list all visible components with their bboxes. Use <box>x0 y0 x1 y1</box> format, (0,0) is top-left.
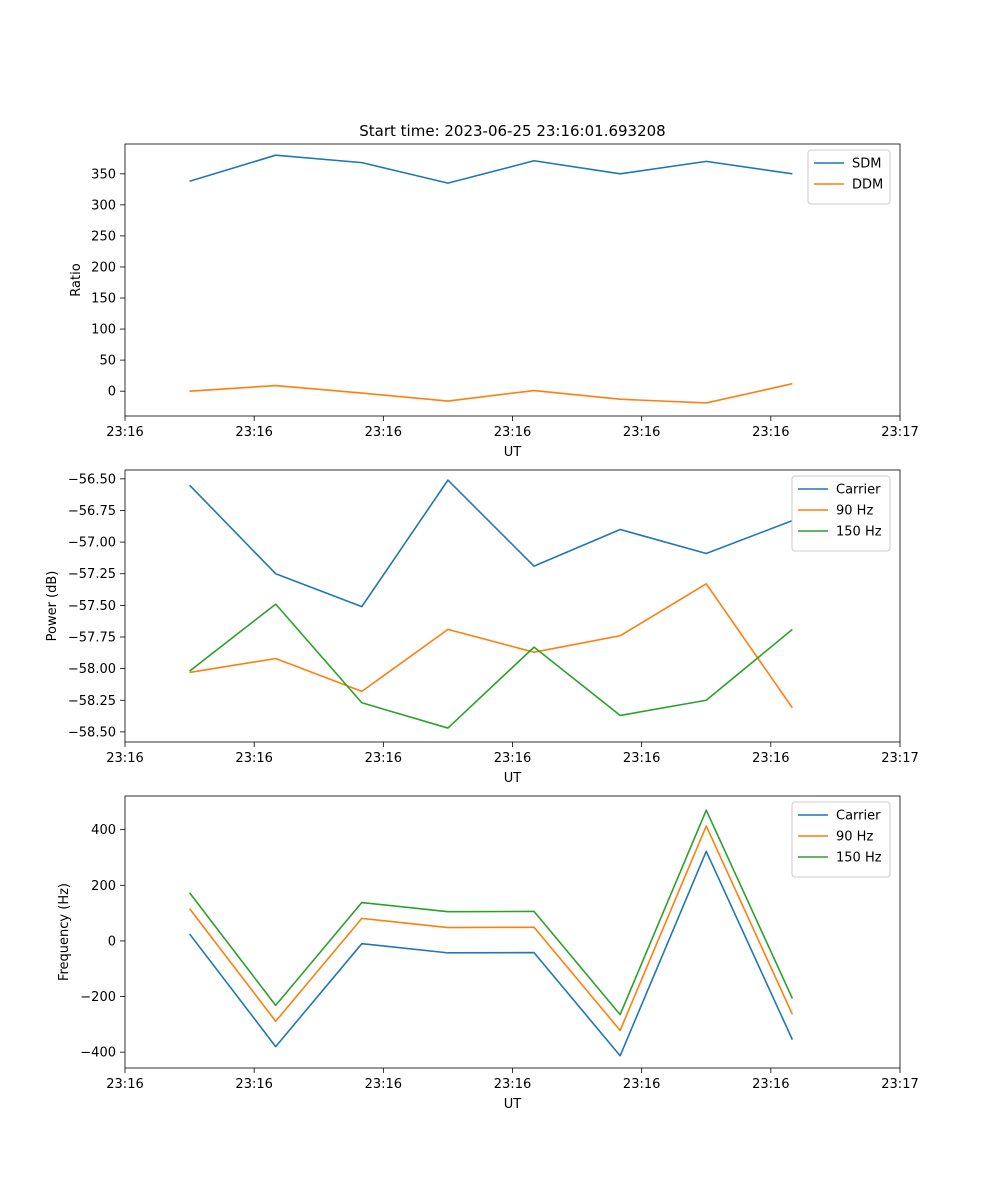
axes-frame <box>124 795 901 1069</box>
legend-label: SDM <box>852 157 881 172</box>
legend: Carrier 90 Hz 150 Hz <box>791 801 891 878</box>
y-tick-label: 200 <box>91 260 116 275</box>
x-tick-label: 23:16 <box>365 1077 402 1092</box>
series-line-150-hz <box>189 603 793 729</box>
y-tick-label: 250 <box>91 229 116 244</box>
y-tick-label: 150 <box>91 292 116 307</box>
legend-label: Carrier <box>836 809 881 824</box>
y-tick-label: −58.25 <box>68 694 116 709</box>
y-tick-label: 300 <box>91 198 116 213</box>
y-tick-label: 0 <box>108 385 116 400</box>
x-tick-label: 23:16 <box>365 425 402 440</box>
x-axis-label: UT <box>504 1097 522 1112</box>
x-axis-label: UT <box>504 771 522 786</box>
legend-box <box>791 801 891 878</box>
y-tick-label: −57.00 <box>68 536 116 551</box>
x-tick-label: 23:16 <box>494 751 531 766</box>
legend-label: 90 Hz <box>836 504 873 519</box>
y-tick-label: −400 <box>80 1046 116 1061</box>
x-tick-label: 23:16 <box>365 751 402 766</box>
x-tick-label: 23:16 <box>752 1077 789 1092</box>
chart-panel-3: 23:16 23:16 23:16 23:16 23:16 23:16 23:17 −400 −… <box>57 795 919 1112</box>
y-tick-label: −58.00 <box>68 662 116 677</box>
legend-box <box>791 475 891 552</box>
axes-frame <box>124 143 901 417</box>
chart-panel-1: 23:16 23:16 23:16 23:16 23:16 23:16 23:17 0 50 10… <box>69 143 919 460</box>
series-line-90-hz <box>189 583 794 709</box>
axes-frame <box>124 469 901 743</box>
x-tick-label: 23:16 <box>623 1077 660 1092</box>
legend-label: DDM <box>852 178 883 193</box>
y-axis-label: Power (dB) <box>45 571 60 642</box>
y-tick-label: 350 <box>91 167 116 182</box>
y-tick-label: −200 <box>80 990 116 1005</box>
y-tick-label: −58.50 <box>68 725 116 740</box>
x-tick-label: 23:16 <box>235 751 272 766</box>
y-axis-label: Ratio <box>69 263 84 296</box>
x-tick-label: 23:16 <box>623 425 660 440</box>
x-tick-label: 23:16 <box>752 425 789 440</box>
legend-label: Carrier <box>836 483 881 498</box>
chart-panel-2: 23:16 23:16 23:16 23:16 23:16 23:16 23:17 −58.5… <box>45 469 919 786</box>
legend-label: 90 Hz <box>836 830 873 845</box>
x-tick-label: 23:16 <box>106 425 143 440</box>
series-line-150-hz <box>188 809 794 1016</box>
y-tick-label: 200 <box>91 879 116 894</box>
y-tick-label: −57.75 <box>68 630 116 645</box>
x-tick-label: 23:17 <box>881 425 918 440</box>
x-tick-label: 23:16 <box>235 425 272 440</box>
y-tick-label: −57.25 <box>68 567 116 582</box>
x-tick-label: 23:17 <box>881 751 918 766</box>
x-tick-label: 23:16 <box>623 751 660 766</box>
y-tick-label: 100 <box>91 323 116 338</box>
legend-label: 150 Hz <box>836 525 882 540</box>
x-tick-label: 23:16 <box>494 1077 531 1092</box>
y-axis-label: Frequency (Hz) <box>57 883 72 981</box>
y-tick-label: −56.50 <box>68 472 116 487</box>
legend: SDM DDM <box>807 149 891 205</box>
x-tick-label: 23:16 <box>106 1077 143 1092</box>
series-line-sdm <box>189 154 793 184</box>
chart-title: Start time: 2023-06-25 23:16:01.693208 <box>359 122 665 140</box>
x-tick-label: 23:17 <box>881 1077 918 1092</box>
y-tick-label: −56.75 <box>68 504 116 519</box>
series-line-ddm <box>189 382 793 404</box>
series-line-carrier <box>189 479 793 608</box>
x-tick-label: 23:16 <box>106 751 143 766</box>
y-tick-label: 400 <box>91 823 116 838</box>
x-tick-label: 23:16 <box>752 751 789 766</box>
legend: Carrier 90 Hz 150 Hz <box>791 475 891 552</box>
x-axis-label: UT <box>504 445 522 460</box>
x-tick-label: 23:16 <box>235 1077 272 1092</box>
y-tick-label: 0 <box>108 934 116 949</box>
y-tick-label: −57.50 <box>68 599 116 614</box>
series-line-carrier <box>188 850 794 1057</box>
y-tick-label: 50 <box>99 354 116 369</box>
x-tick-label: 23:16 <box>494 425 531 440</box>
series-line-90-hz <box>188 825 794 1032</box>
panels: 23:16 23:16 23:16 23:16 23:16 23:16 23:17 0 50 10… <box>45 143 919 1112</box>
legend-label: 150 Hz <box>836 851 882 866</box>
